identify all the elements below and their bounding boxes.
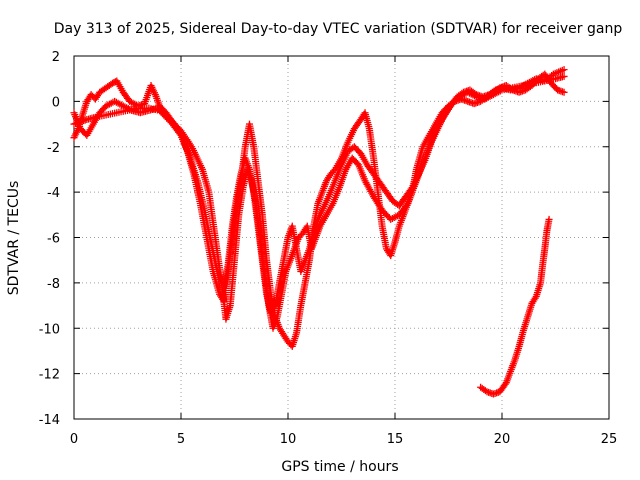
series-4 <box>477 215 553 398</box>
x-tick-label: 20 <box>494 432 511 447</box>
y-tick-label: -12 <box>39 368 60 383</box>
x-axis-label: GPS time / hours <box>281 459 398 475</box>
data-point <box>560 66 568 74</box>
y-tick-label: 0 <box>52 95 60 110</box>
y-tick-label: -8 <box>47 277 60 292</box>
x-tick-label: 15 <box>387 432 404 447</box>
y-tick-label: -4 <box>47 186 60 201</box>
x-tick-label: 25 <box>601 432 618 447</box>
data-point <box>545 215 553 223</box>
x-tick-labels: 0 5 10 15 20 25 <box>70 432 617 447</box>
y-tick-labels: -14 -12 -10 -8 -6 -4 -2 0 2 <box>39 50 60 428</box>
chart-title: Day 313 of 2025, Sidereal Day-to-day VTE… <box>54 21 623 37</box>
data-point <box>560 72 568 80</box>
data-point <box>560 88 568 96</box>
x-tick-label: 5 <box>177 432 185 447</box>
x-tick-label: 0 <box>70 432 78 447</box>
y-tick-label: -2 <box>47 141 60 156</box>
y-tick-label: -10 <box>39 322 60 337</box>
y-tick-label: -6 <box>47 232 60 247</box>
x-tick-label: 10 <box>280 432 297 447</box>
y-tick-label: 2 <box>52 50 60 65</box>
grid-lines <box>74 56 609 419</box>
series-3 <box>70 66 568 316</box>
y-axis-label: SDTVAR / TECUs <box>6 181 22 296</box>
axes <box>73 55 610 420</box>
y-tick-label: -14 <box>39 413 60 428</box>
data-points <box>70 66 568 398</box>
